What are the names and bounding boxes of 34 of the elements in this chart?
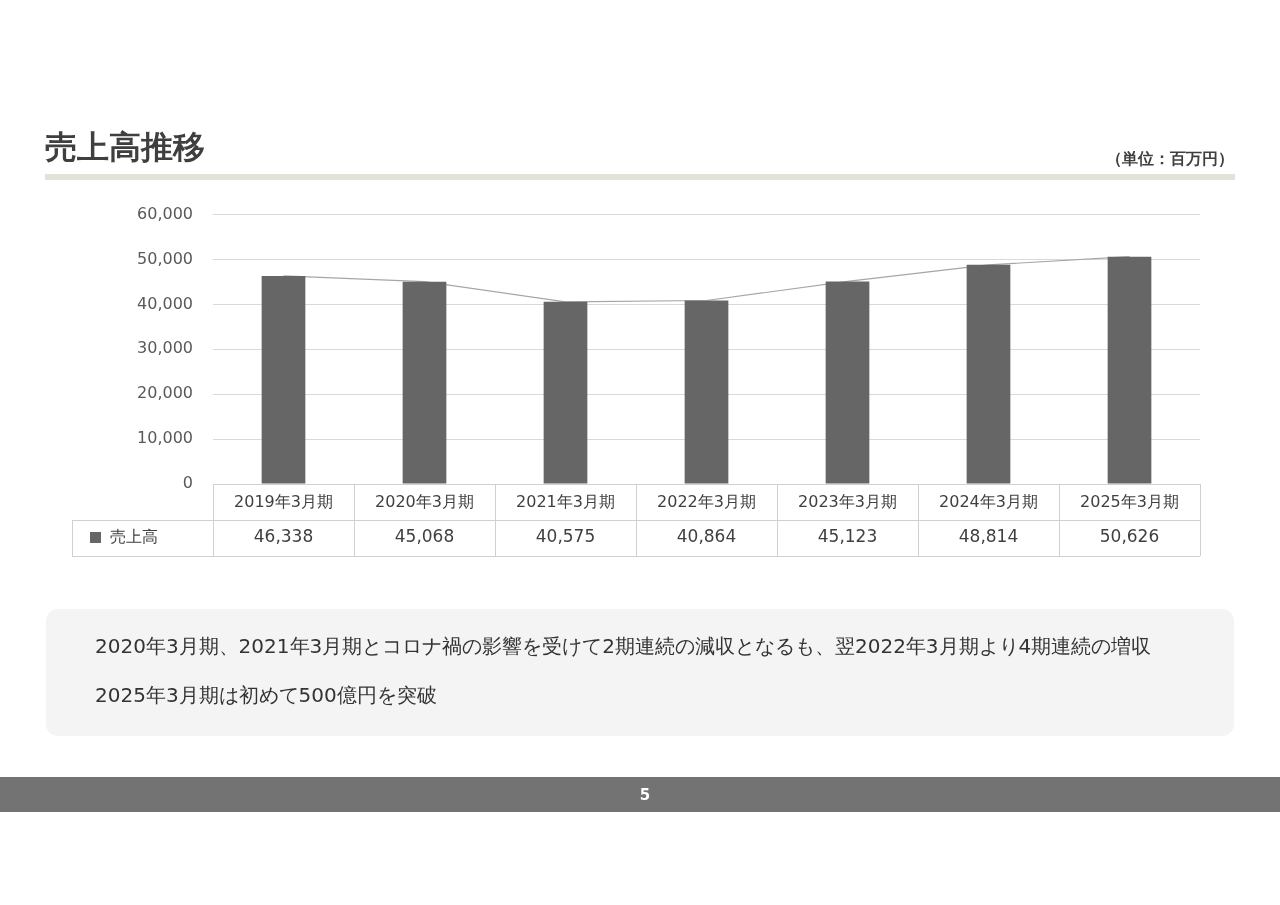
y-tick-label: 30,000 bbox=[137, 338, 193, 358]
x-tick-label: 2020年3月期 bbox=[375, 491, 474, 511]
y-tick-label: 10,000 bbox=[137, 428, 193, 448]
y-tick-label: 20,000 bbox=[137, 383, 193, 403]
bar bbox=[261, 275, 306, 484]
text: 2020年3月期、2021年3月期とコロナ禍の影響を受けて2期連続の減収となるも、翌2022年3月期より4期連続の増収 bbox=[95, 633, 1152, 659]
bar bbox=[684, 300, 729, 484]
bar bbox=[402, 281, 447, 484]
data-label: 40,575 bbox=[535, 526, 596, 547]
data-label: 40,864 bbox=[676, 526, 737, 547]
bar bbox=[1107, 256, 1152, 484]
data-label: 46,338 bbox=[253, 526, 314, 547]
bar bbox=[825, 281, 870, 484]
bar bbox=[966, 264, 1011, 484]
data-label: 50,626 bbox=[1099, 526, 1160, 547]
data-label: 45,068 bbox=[394, 526, 455, 547]
y-tick-label: 40,000 bbox=[137, 293, 193, 313]
y-tick-label: 0 bbox=[182, 473, 193, 493]
x-tick-label: 2023年3月期 bbox=[798, 491, 897, 511]
data-label: 45,123 bbox=[817, 526, 878, 547]
text: 2025年3月期は初めて500億円を突破 bbox=[95, 682, 437, 708]
x-tick-label: 2021年3月期 bbox=[516, 491, 615, 511]
x-tick-label: 2024年3月期 bbox=[939, 491, 1038, 511]
data-label: 48,814 bbox=[958, 526, 1019, 547]
x-tick-label: 2019年3月期 bbox=[234, 491, 333, 511]
y-tick-label: 60,000 bbox=[137, 203, 193, 223]
x-tick-label: 2025年3月期 bbox=[1080, 491, 1179, 511]
y-tick-label: 50,000 bbox=[137, 248, 193, 268]
chart-subtitle: （単位：百万円） bbox=[1106, 148, 1234, 170]
legend-label: 売上高 bbox=[110, 527, 158, 547]
x-tick-label: 2022年3月期 bbox=[657, 491, 756, 511]
text: 5 bbox=[638, 785, 652, 805]
bar bbox=[543, 301, 588, 484]
chart-title: 売上高推移 bbox=[45, 127, 205, 167]
